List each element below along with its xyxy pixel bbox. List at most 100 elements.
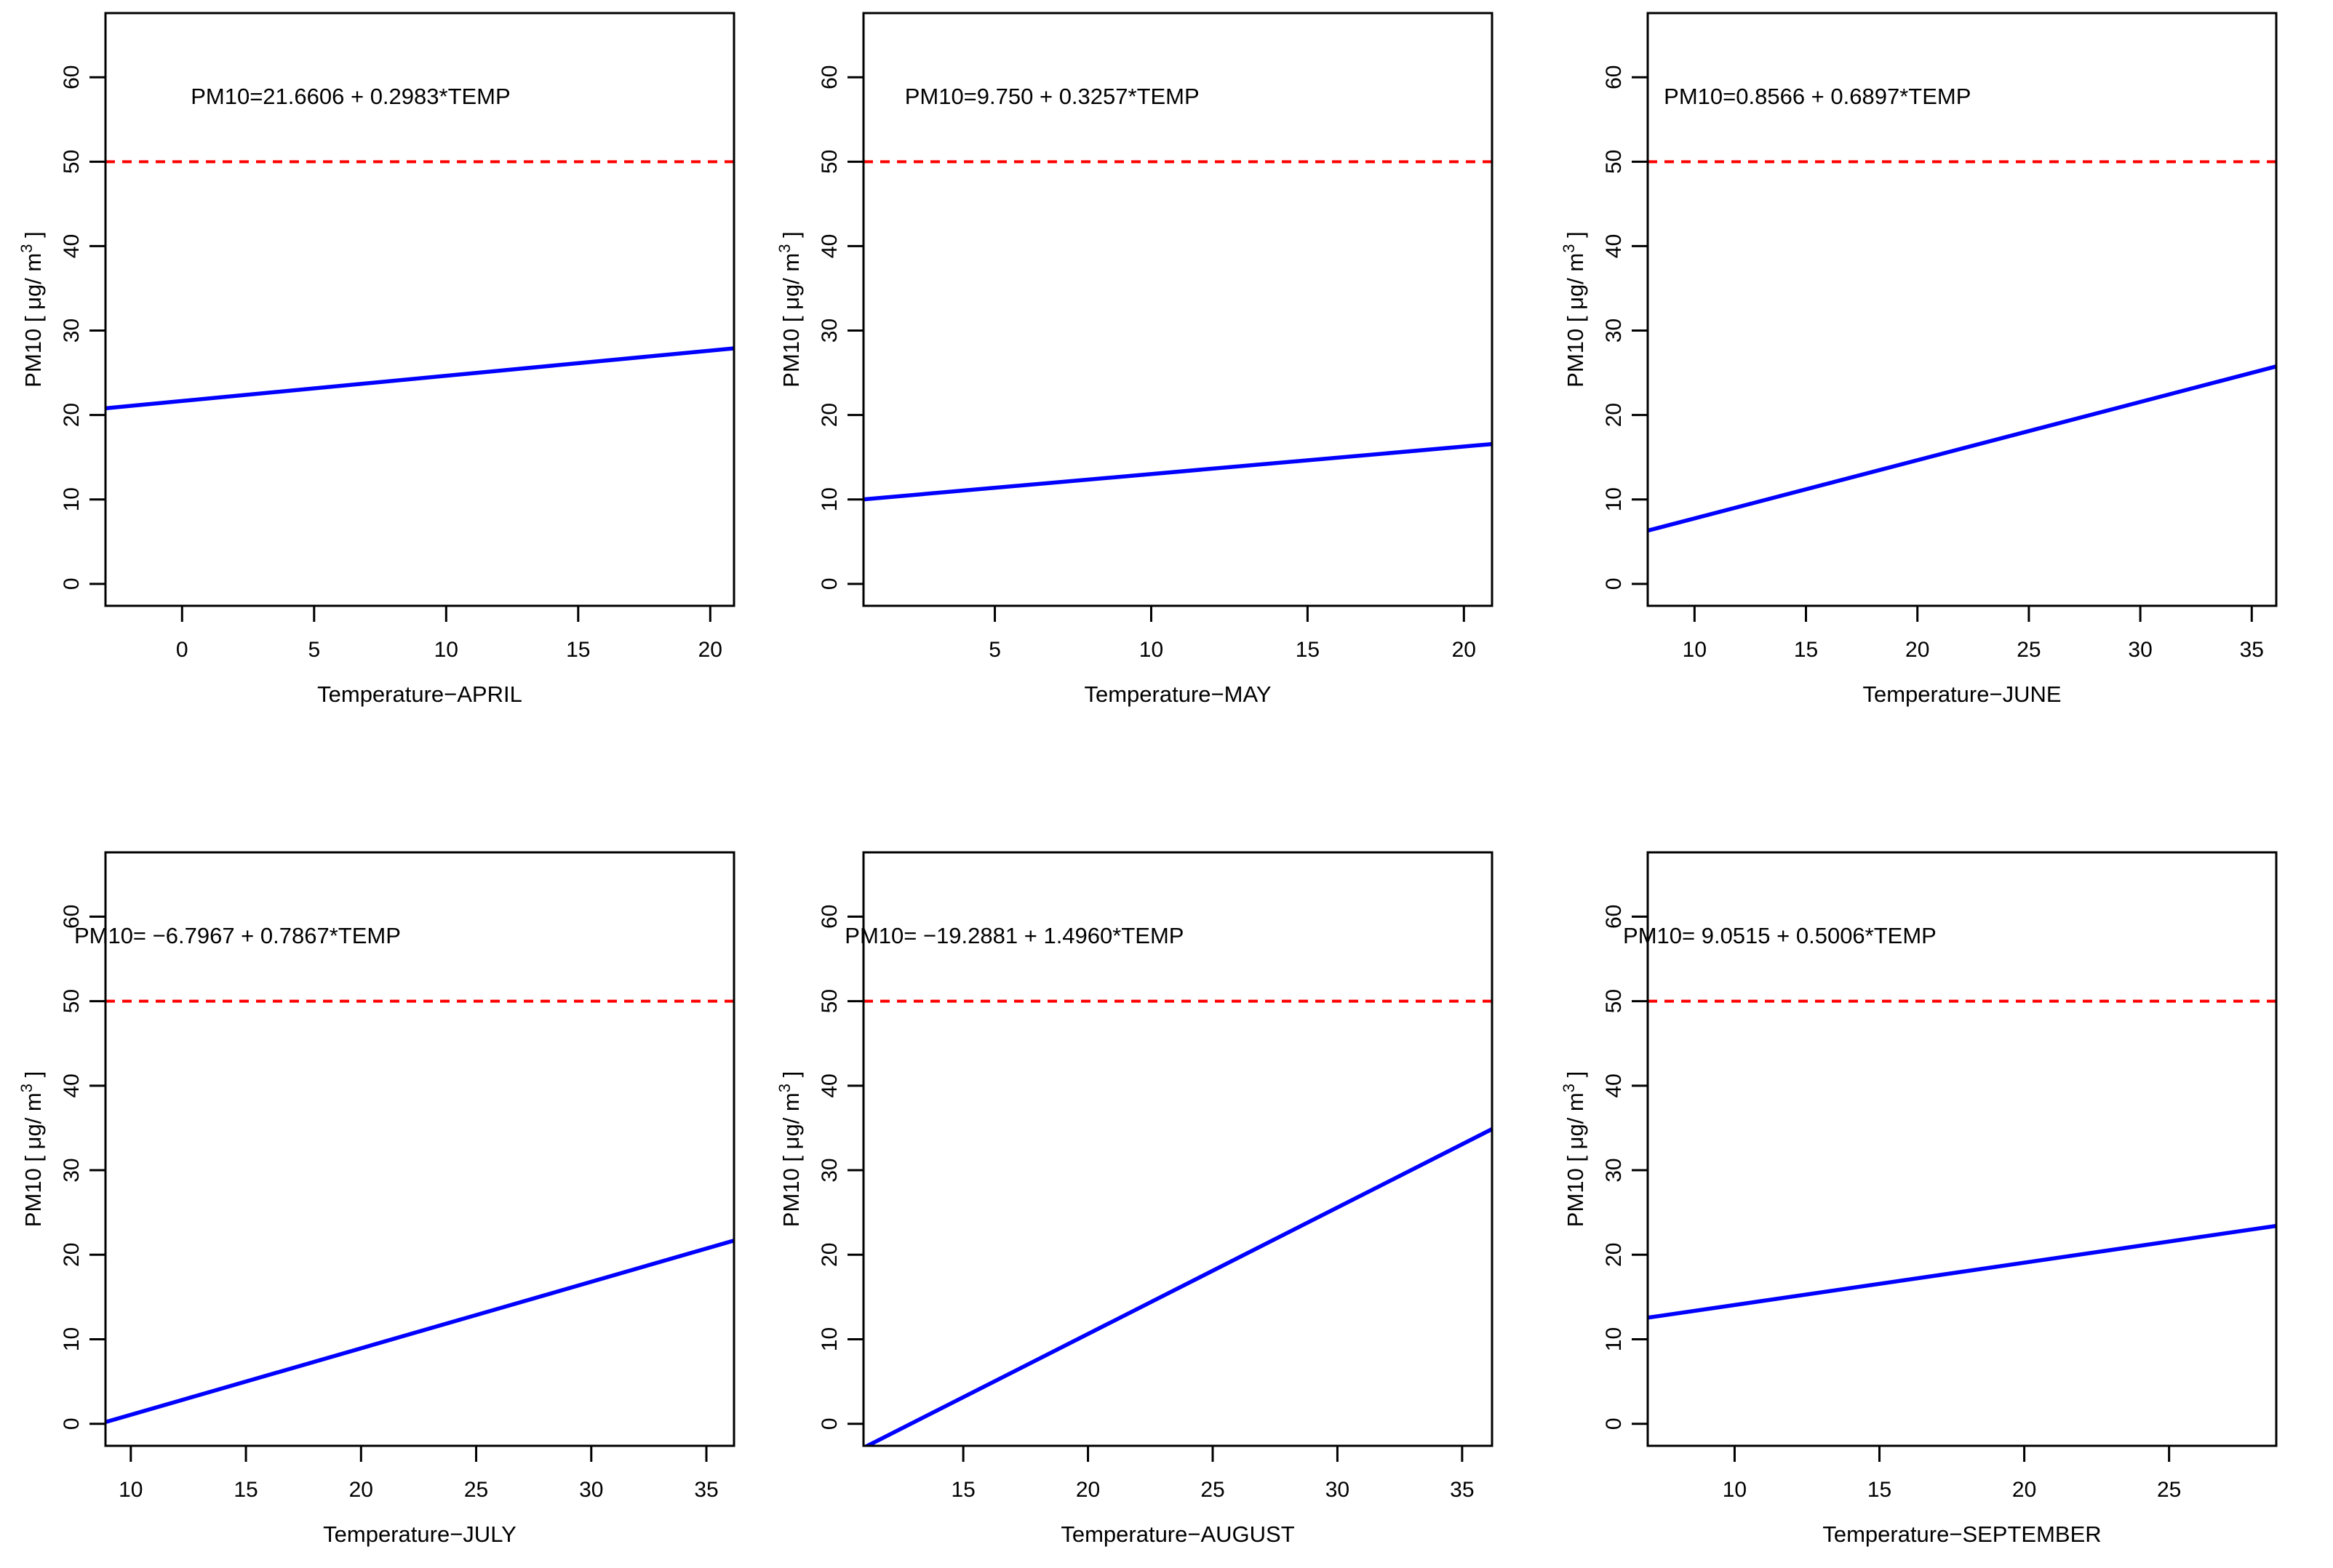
y-tick-label: 50: [60, 989, 84, 1013]
y-tick-label: 10: [60, 1327, 84, 1351]
x-axis-title: Temperature−AUGUST: [1061, 1521, 1294, 1547]
y-tick-label: 30: [1602, 319, 1626, 343]
plot-june: 10 15 20 25 30 35 0 10 20 30 40 50 60 PM10=0.8566 + 0…: [1560, 12, 2278, 707]
plot-cell-september: 10 15 20 25 0 10 20 30 40 50 60 PM10= 9.0515 + 0.50…: [1555, 784, 2333, 1568]
y-tick-label: 60: [60, 905, 84, 929]
x-tick-label: 10: [1723, 1478, 1747, 1502]
y-tick-label: 60: [818, 905, 842, 929]
y-tick-label: 40: [1602, 1073, 1626, 1097]
y-tick-label: 30: [1602, 1158, 1626, 1182]
x-tick-label: 10: [119, 1478, 143, 1502]
y-axis-title-suffix: ]: [778, 1071, 804, 1084]
x-tick-label: 15: [1867, 1478, 1891, 1502]
x-tick-label: 5: [989, 638, 1001, 662]
y-tick-label: 40: [818, 234, 842, 258]
regression-line: [1648, 1223, 2276, 1320]
x-tick-label: 25: [2157, 1478, 2181, 1502]
x-tick-label: 20: [1452, 638, 1476, 662]
plot-box: [862, 12, 1493, 607]
plot-box: [104, 12, 735, 607]
x-tick-label: 30: [579, 1478, 603, 1502]
equation-label: PM10= −6.7967 + 0.7867*TEMP: [74, 923, 401, 948]
y-axis-title: PM10 [ μg/ m3 ]: [1560, 231, 1588, 387]
y-axis-title-superscript: 3: [1560, 244, 1578, 253]
plot-box: [1646, 851, 2278, 1447]
x-axis-title: Temperature−JULY: [323, 1521, 517, 1547]
y-axis: 0 10 20 30 40 50 60: [1602, 905, 1648, 1430]
y-axis-title-suffix: ]: [1563, 231, 1588, 244]
x-tick-label: 15: [1794, 638, 1818, 662]
plot-may: 5 10 15 20 0 10 20 30 40 50 60 PM10=9.750 + 0.3257*…: [778, 12, 1493, 707]
regression-line: [1648, 364, 2276, 533]
y-axis: 0 10 20 30 40 50 60: [60, 905, 105, 1430]
plot-april: 0 5 10 15 20 0 10 20 30 40 50 60 PM10=21.6606 + 0.29…: [17, 12, 735, 707]
y-tick-label: 10: [818, 487, 842, 511]
y-tick-label: 60: [1602, 65, 1626, 89]
plot-cell-june: 10 15 20 25 30 35 0 10 20 30 40 50 60 PM10=0.8566 + 0…: [1555, 0, 2333, 784]
y-tick-label: 50: [1602, 989, 1626, 1013]
y-axis-title-superscript: 3: [778, 1084, 794, 1092]
x-tick-label: 20: [349, 1478, 373, 1502]
y-tick-label: 0: [818, 577, 842, 590]
y-axis-title-main: PM10 [ μg/ m: [778, 1092, 804, 1227]
y-tick-label: 0: [1602, 577, 1626, 590]
y-axis-title: PM10 [ μg/ m3 ]: [778, 1071, 804, 1227]
x-axis: 10 15 20 25 30 35: [1683, 606, 2264, 662]
y-axis-title-superscript: 3: [17, 1084, 36, 1092]
x-tick-label: 10: [1683, 638, 1707, 662]
y-axis-title-main: PM10 [ μg/ m: [1563, 1092, 1588, 1227]
y-tick-label: 40: [60, 1073, 84, 1097]
y-tick-label: 40: [818, 1073, 842, 1097]
plot-cell-july: 10 15 20 25 30 35 0 10 20 30 40 50 60 PM10= −6.7967 +…: [0, 784, 778, 1568]
y-axis-title: PM10 [ μg/ m3 ]: [17, 1071, 46, 1227]
y-tick-label: 50: [818, 989, 842, 1013]
regression-line: [864, 1127, 1492, 1446]
y-axis-title-main: PM10 [ μg/ m: [20, 1092, 46, 1227]
equation-label: PM10=9.750 + 0.3257*TEMP: [905, 84, 1200, 109]
y-tick-label: 30: [818, 1158, 842, 1182]
plot-box: [862, 851, 1493, 1447]
y-tick-label: 0: [60, 1417, 84, 1430]
y-axis-title: PM10 [ μg/ m3 ]: [778, 231, 804, 387]
x-tick-label: 10: [1139, 638, 1163, 662]
equation-label: PM10= −19.2881 + 1.4960*TEMP: [845, 923, 1184, 948]
y-tick-label: 60: [1602, 905, 1626, 929]
equation-label: PM10=21.6606 + 0.2983*TEMP: [191, 84, 510, 109]
y-axis: 0 10 20 30 40 50 60: [818, 905, 864, 1430]
x-tick-label: 25: [464, 1478, 488, 1502]
x-tick-label: 35: [1450, 1478, 1474, 1502]
y-tick-label: 30: [60, 319, 84, 343]
y-axis-title-suffix: ]: [778, 231, 804, 244]
x-axis-title: Temperature−SEPTEMBER: [1822, 1521, 2101, 1547]
y-tick-label: 40: [1602, 234, 1626, 258]
regression-line: [105, 346, 734, 411]
y-axis-title-main: PM10 [ μg/ m: [778, 253, 804, 388]
y-tick-label: 60: [60, 65, 84, 89]
plot-cell-august: 15 20 25 30 35 0 10 20 30 40 50 60 PM10= −19.2881 + …: [778, 784, 1555, 1568]
y-axis-title-suffix: ]: [20, 231, 46, 244]
plot-box: [104, 851, 735, 1447]
y-axis-title-suffix: ]: [20, 1071, 46, 1084]
y-tick-label: 20: [818, 1243, 842, 1267]
y-axis-title-superscript: 3: [778, 244, 794, 253]
x-tick-label: 15: [951, 1478, 975, 1502]
y-tick-label: 20: [1602, 1243, 1626, 1267]
plot-box: [1646, 12, 2278, 607]
y-tick-label: 10: [60, 487, 84, 511]
y-axis-title: PM10 [ μg/ m3 ]: [1560, 1071, 1588, 1227]
y-tick-label: 10: [1602, 487, 1626, 511]
y-axis-title-main: PM10 [ μg/ m: [1563, 253, 1588, 388]
x-tick-label: 15: [1296, 638, 1320, 662]
y-tick-label: 60: [818, 65, 842, 89]
y-tick-label: 40: [60, 234, 84, 258]
x-axis-title: Temperature−APRIL: [317, 681, 522, 707]
x-axis: 10 15 20 25 30 35: [119, 1446, 719, 1502]
y-axis-title-suffix: ]: [1563, 1071, 1588, 1084]
x-tick-label: 20: [2012, 1478, 2036, 1502]
x-tick-label: 25: [1200, 1478, 1224, 1502]
y-tick-label: 20: [60, 1243, 84, 1267]
